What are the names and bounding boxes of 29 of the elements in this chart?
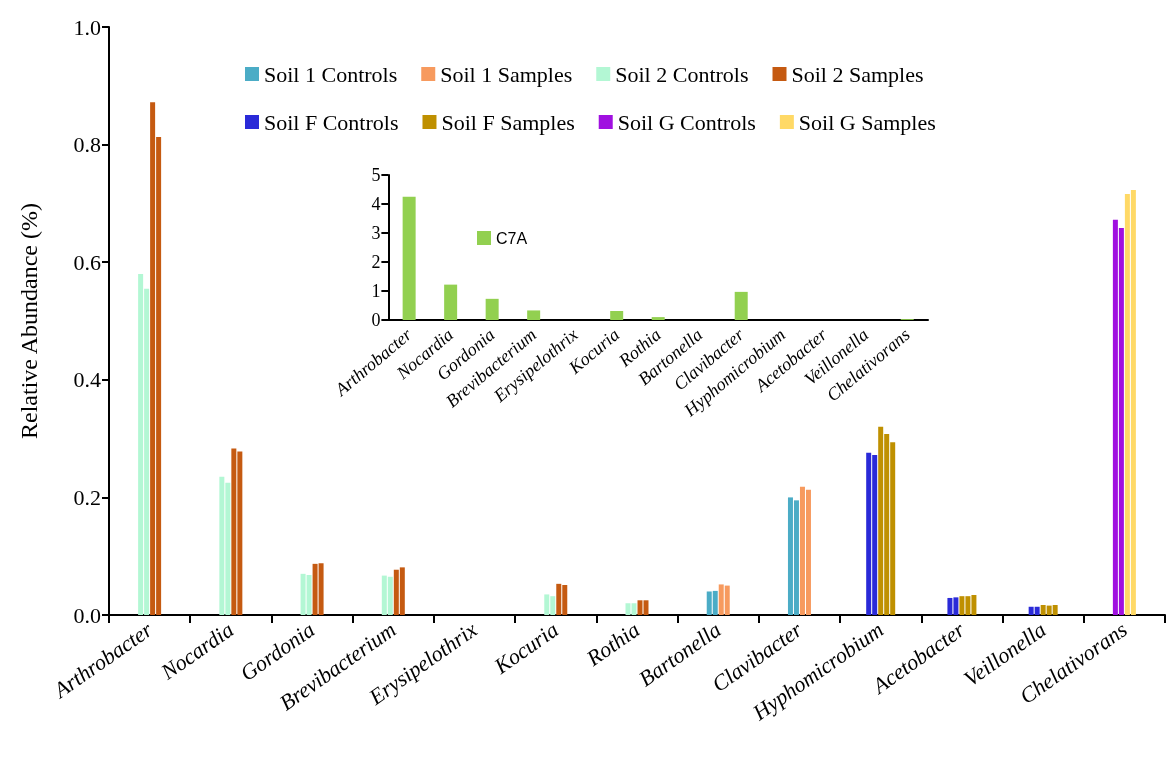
legend-label: C7A [496, 229, 528, 247]
y-tick-label: 0.4 [73, 367, 101, 393]
bar [527, 310, 541, 320]
y-tick-label: 0 [371, 310, 381, 330]
bar [734, 291, 748, 320]
legend-label: Soil 1 Controls [264, 61, 398, 87]
bar [485, 298, 499, 320]
bar [651, 317, 665, 320]
y-tick-label: 0.8 [73, 132, 101, 158]
legend-label: Soil G Controls [617, 109, 756, 135]
y-tick-label: 2 [371, 252, 381, 272]
y-tick-label: 1.0 [73, 14, 101, 40]
y-tick-label: 0.2 [73, 484, 101, 510]
bar [610, 311, 624, 320]
y-tick-label: 3 [371, 223, 381, 243]
y-tick-label: 4 [371, 194, 381, 214]
y-tick-label: 1 [371, 281, 381, 301]
legend-label: Soil 1 Samples [440, 61, 573, 87]
bar [444, 284, 458, 320]
legend-label: Soil G Samples [798, 109, 936, 135]
bar [402, 196, 416, 320]
legend-label: Soil 2 Controls [615, 61, 749, 87]
y-axis-title: Relative Abundance (%) [16, 203, 42, 439]
legend-label: Soil 2 Samples [791, 61, 924, 87]
y-tick-label: 0.0 [73, 602, 101, 628]
y-tick-label: 5 [371, 165, 381, 185]
legend-label: Soil F Controls [264, 109, 399, 135]
legend-label: Soil F Samples [441, 109, 575, 135]
y-tick-label: 0.6 [73, 249, 101, 275]
